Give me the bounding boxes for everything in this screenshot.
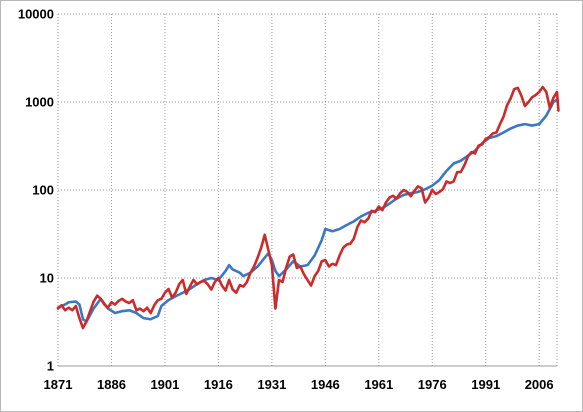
x-tick-label: 1886 (97, 377, 126, 392)
x-tick-label: 1931 (257, 377, 286, 392)
grid-lines (57, 13, 557, 367)
y-tick-label: 1000 (25, 95, 54, 110)
x-tick-label: 1916 (204, 377, 233, 392)
x-tick-label: 1946 (311, 377, 340, 392)
y-axis-tick-labels: 1 10 100 1000 10000 (18, 7, 54, 374)
x-tick-label: 2006 (525, 377, 554, 392)
y-tick-label: 1 (47, 359, 54, 374)
x-tick-label: 1901 (150, 377, 179, 392)
plot-area-border (58, 14, 558, 367)
x-tick-label: 1976 (418, 377, 447, 392)
x-tick-label: 1961 (364, 377, 393, 392)
x-tick-label: 1871 (44, 377, 73, 392)
series-line-2 (56, 85, 560, 330)
series-layer (56, 85, 560, 330)
series-line-1 (56, 98, 559, 323)
y-tick-label: 10 (40, 271, 54, 286)
y-tick-label: 100 (32, 183, 54, 198)
y-tick-label: 10000 (18, 7, 54, 22)
x-axis-tick-labels: 1871 1886 1901 1916 1931 1946 1961 1976 1991 2006 (44, 377, 554, 392)
x-tick-label: 1991 (471, 377, 500, 392)
